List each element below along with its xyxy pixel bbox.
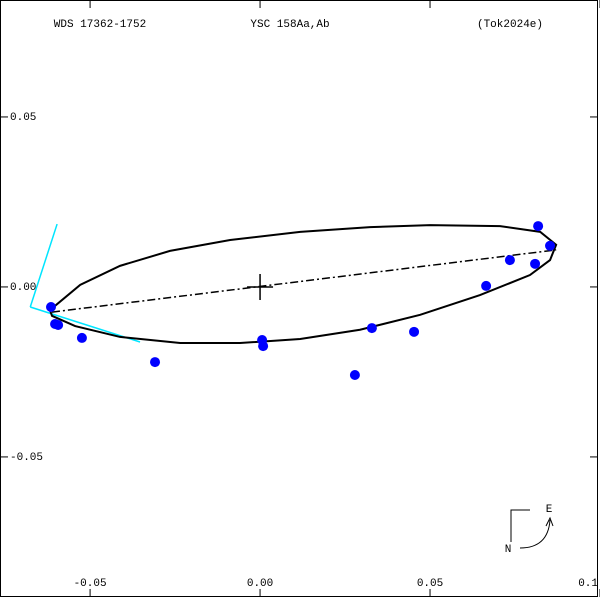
x-tick-label: 0.1 (578, 578, 598, 590)
observation (504, 255, 515, 266)
compass-axes (510, 509, 530, 542)
observation (533, 221, 544, 232)
compass-north: N (505, 544, 512, 556)
x-tick-label: 0.05 (417, 578, 443, 590)
y-tick-label: 0.00 (10, 282, 36, 294)
x-tick-label: 0.00 (247, 578, 273, 590)
observation (258, 341, 269, 352)
observation (545, 240, 556, 251)
observation (481, 280, 492, 291)
observation (76, 332, 87, 343)
orbit (48, 224, 558, 345)
line-of-nodes (51, 249, 557, 313)
primary-cross (247, 273, 274, 300)
y-tick-label: -0.05 (10, 452, 43, 464)
observation (530, 258, 541, 269)
observation (409, 326, 420, 337)
observation (366, 323, 377, 334)
header-right: (Tok2024e) (477, 19, 543, 31)
y-tick-label: 0.05 (10, 112, 36, 124)
compass-east: E (546, 504, 553, 516)
compass-arrowhead (545, 516, 554, 527)
observation (53, 320, 64, 331)
observation (150, 357, 161, 368)
compass: E N (505, 504, 554, 556)
observation (349, 369, 360, 380)
header-center: YSC 158Aa,Ab (250, 19, 329, 31)
observation (45, 301, 56, 312)
compass-arrow (519, 519, 551, 549)
x-tick-label: -0.05 (74, 578, 107, 590)
header-left: WDS 17362-1752 (54, 19, 146, 31)
